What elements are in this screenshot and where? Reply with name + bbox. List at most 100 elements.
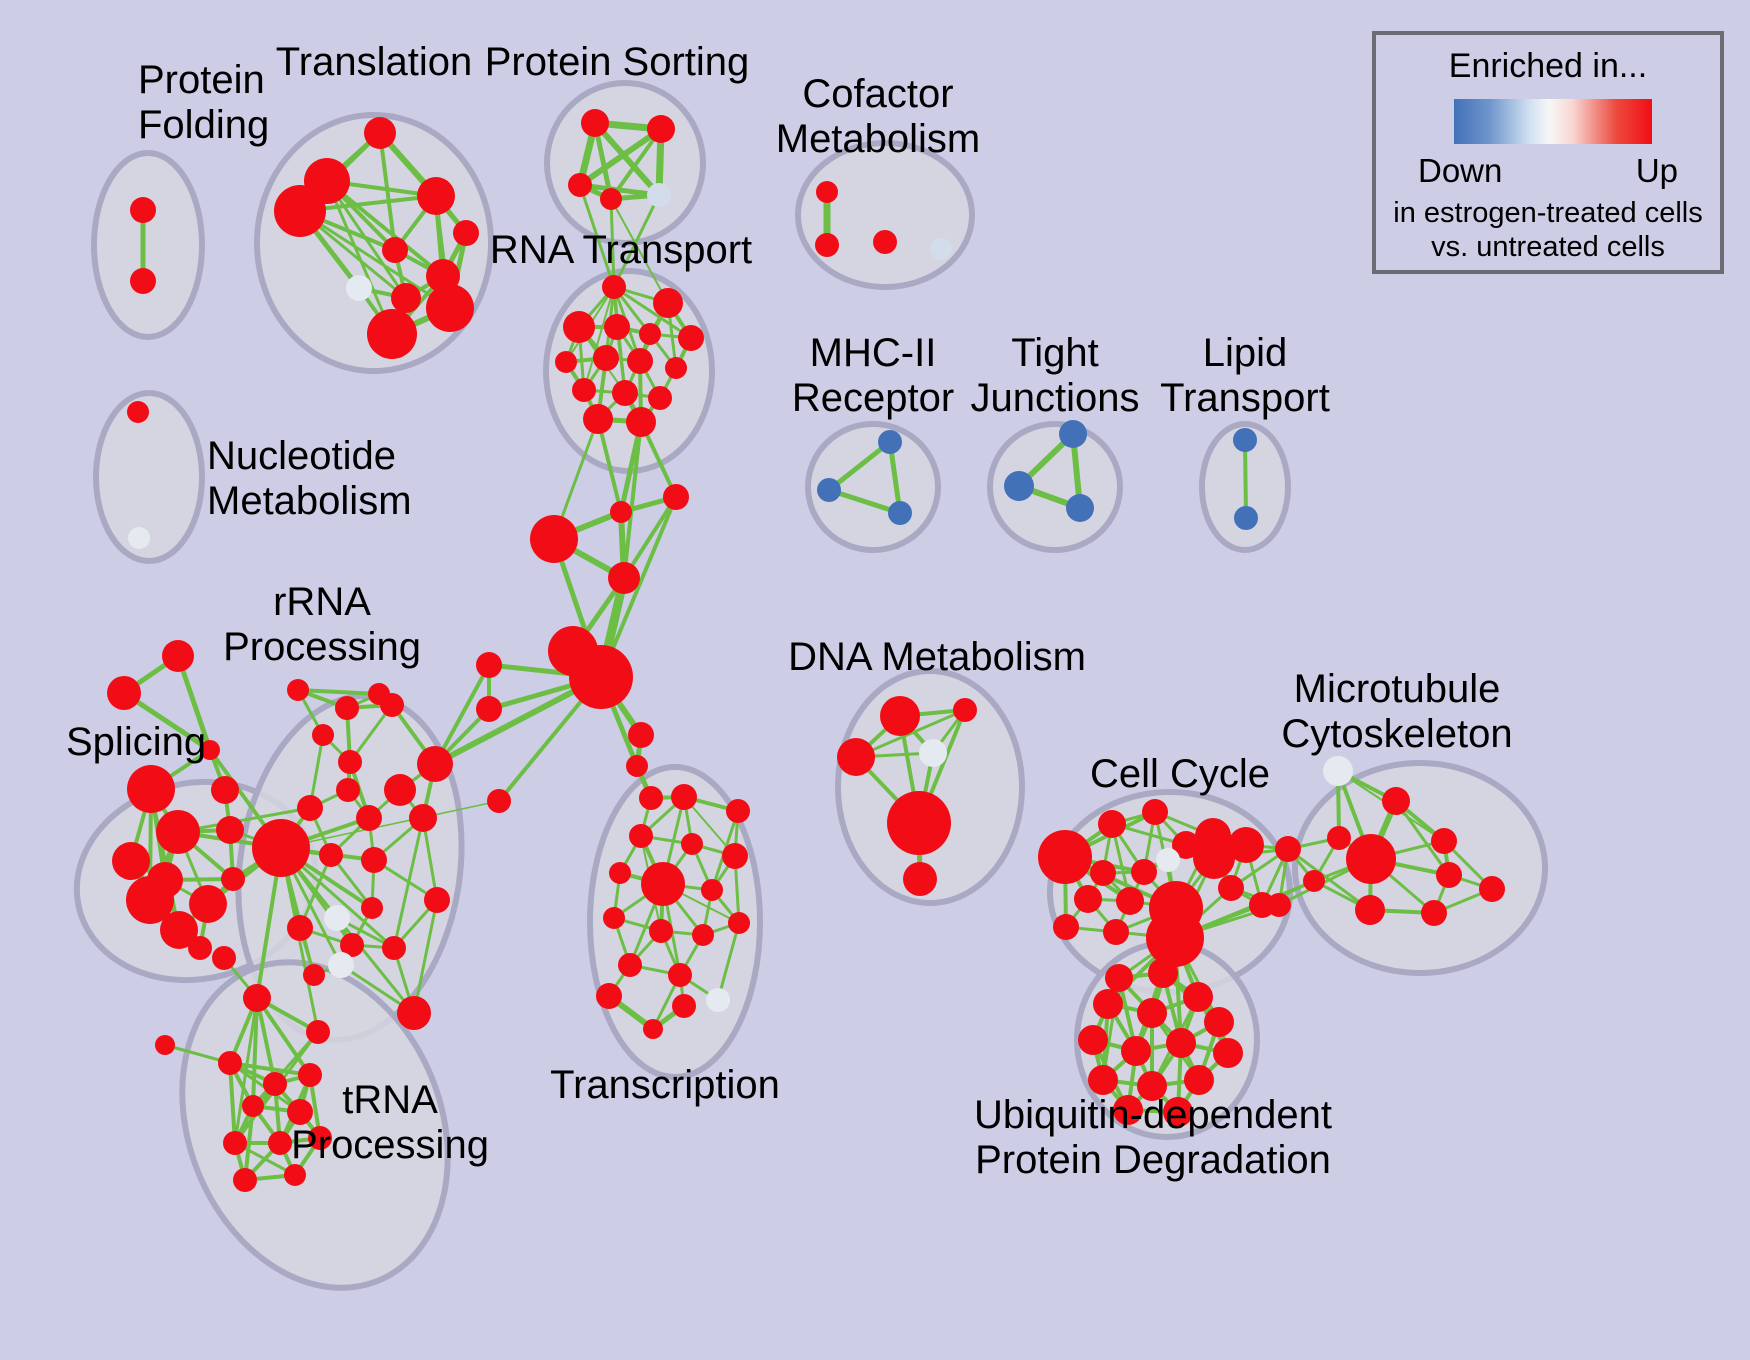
network-node-transcription xyxy=(722,843,748,869)
network-node-microtubule xyxy=(1355,895,1385,925)
network-node-rrna xyxy=(417,746,453,782)
network-edge xyxy=(612,285,693,340)
network-node-protein-sorting xyxy=(581,109,609,137)
network-node-rna-transport xyxy=(593,345,619,371)
network-edge xyxy=(176,806,312,834)
network-edge xyxy=(609,127,663,201)
network-node-splicing xyxy=(112,842,150,880)
network-node-backbone xyxy=(530,515,578,563)
network-node-transcription xyxy=(701,879,723,901)
legend-title: Enriched in... xyxy=(1448,47,1648,85)
network-node-ubiquitin xyxy=(1184,1065,1214,1095)
cluster-hull-protein-sorting xyxy=(544,80,706,246)
network-node-transcription xyxy=(641,862,685,906)
network-node-splicing xyxy=(162,640,194,672)
network-node-cell-cycle xyxy=(1156,848,1180,872)
network-node-splicing xyxy=(156,810,200,854)
network-node-trna xyxy=(155,1035,175,1055)
network-node-rna-transport xyxy=(612,380,638,406)
network-node-cell-cycle xyxy=(1090,860,1116,886)
network-node-cell-cycle xyxy=(1228,827,1264,863)
network-edge xyxy=(255,996,277,1086)
cluster-label-protein-folding: Protein Folding xyxy=(138,58,270,147)
network-node-dna-metab xyxy=(953,698,977,722)
network-node-rrna xyxy=(361,897,383,919)
network-node-trna xyxy=(242,1095,264,1117)
network-edge xyxy=(279,846,416,1015)
network-edge xyxy=(412,898,439,1015)
network-edge xyxy=(325,179,394,336)
network-node-rrna xyxy=(424,887,450,913)
network-node-translation xyxy=(274,185,326,237)
network-node-cell-cycle xyxy=(1249,892,1275,918)
network-node-lipid xyxy=(1234,506,1258,530)
network-node-ubiquitin xyxy=(1113,1095,1143,1125)
network-node-dna-metab xyxy=(837,738,875,776)
network-node-mhc xyxy=(878,430,902,454)
network-edge xyxy=(1394,799,1451,877)
cluster-hull-protein-folding xyxy=(91,150,205,340)
network-edge xyxy=(716,921,741,1002)
network-edge xyxy=(325,179,445,278)
network-node-backbone xyxy=(569,645,633,709)
network-node-ubiquitin xyxy=(1093,989,1123,1019)
network-node-rrna xyxy=(303,964,325,986)
network-node-trna xyxy=(308,1126,332,1150)
network-node-rna-transport xyxy=(602,275,626,299)
network-node-ubiquitin xyxy=(1137,1071,1167,1101)
network-node-rrna xyxy=(297,795,323,821)
network-edge xyxy=(433,663,491,766)
cluster-label-rna-transport: RNA Transport xyxy=(489,228,753,272)
network-node-rrna xyxy=(384,774,416,806)
network-node-cell-cycle xyxy=(1131,859,1157,885)
network-node-cell-cycle xyxy=(1103,919,1129,945)
network-node-rrna xyxy=(382,936,406,960)
network-node-trna xyxy=(284,1164,306,1186)
network-node-tight xyxy=(1059,420,1087,448)
legend-low-label: Down xyxy=(1418,152,1503,189)
network-edge xyxy=(280,800,500,849)
network-node-rna-transport xyxy=(648,386,672,410)
network-node-backbone xyxy=(608,562,640,594)
network-node-splicing xyxy=(160,911,198,949)
network-edge xyxy=(392,816,425,950)
cluster-label-lipid: Lipid Transport xyxy=(1160,331,1330,420)
network-node-rna-transport xyxy=(555,351,577,373)
cluster-label-tight: Tight Junctions xyxy=(970,331,1140,420)
network-node-translation xyxy=(346,275,372,301)
network-node-backbone xyxy=(628,722,654,748)
network-node-backbone xyxy=(639,786,663,810)
network-node-rna-transport xyxy=(572,378,596,402)
network-node-splicing xyxy=(188,936,212,960)
network-node-protein-sorting xyxy=(647,115,675,143)
network-node-nucleotide xyxy=(128,527,150,549)
network-node-rrna xyxy=(340,933,364,957)
network-node-splicing xyxy=(127,765,175,813)
network-node-rna-transport xyxy=(678,325,704,351)
network-edge xyxy=(826,487,903,516)
cluster-label-translation: Translation xyxy=(275,40,473,84)
network-node-splicing xyxy=(126,876,174,924)
network-edge xyxy=(599,495,678,679)
network-node-rrna xyxy=(306,1020,330,1044)
network-node-rna-transport xyxy=(604,314,630,340)
network-node-rrna xyxy=(368,683,390,705)
network-node-cell-cycle xyxy=(1193,837,1235,879)
network-edge xyxy=(255,996,312,1077)
network-edge xyxy=(378,131,397,252)
network-node-transcription xyxy=(728,912,750,934)
network-node-rna-transport xyxy=(653,288,683,318)
network-node-microtubule xyxy=(1267,893,1291,917)
cluster-label-cofactor: Cofactor Metabolism xyxy=(775,72,981,161)
network-node-cofactor xyxy=(930,238,952,260)
network-node-cell-cycle xyxy=(1074,885,1102,913)
network-node-rrna xyxy=(252,819,310,877)
network-node-transcription xyxy=(672,994,696,1018)
network-node-rna-transport xyxy=(665,357,687,379)
network-node-cofactor xyxy=(873,230,897,254)
network-node-ubiquitin xyxy=(1163,1097,1193,1127)
cluster-hull-nucleotide xyxy=(93,390,205,564)
network-node-trna xyxy=(218,1051,242,1075)
legend-high-label: Up xyxy=(1635,152,1678,189)
network-node-ubiquitin xyxy=(1148,958,1178,988)
